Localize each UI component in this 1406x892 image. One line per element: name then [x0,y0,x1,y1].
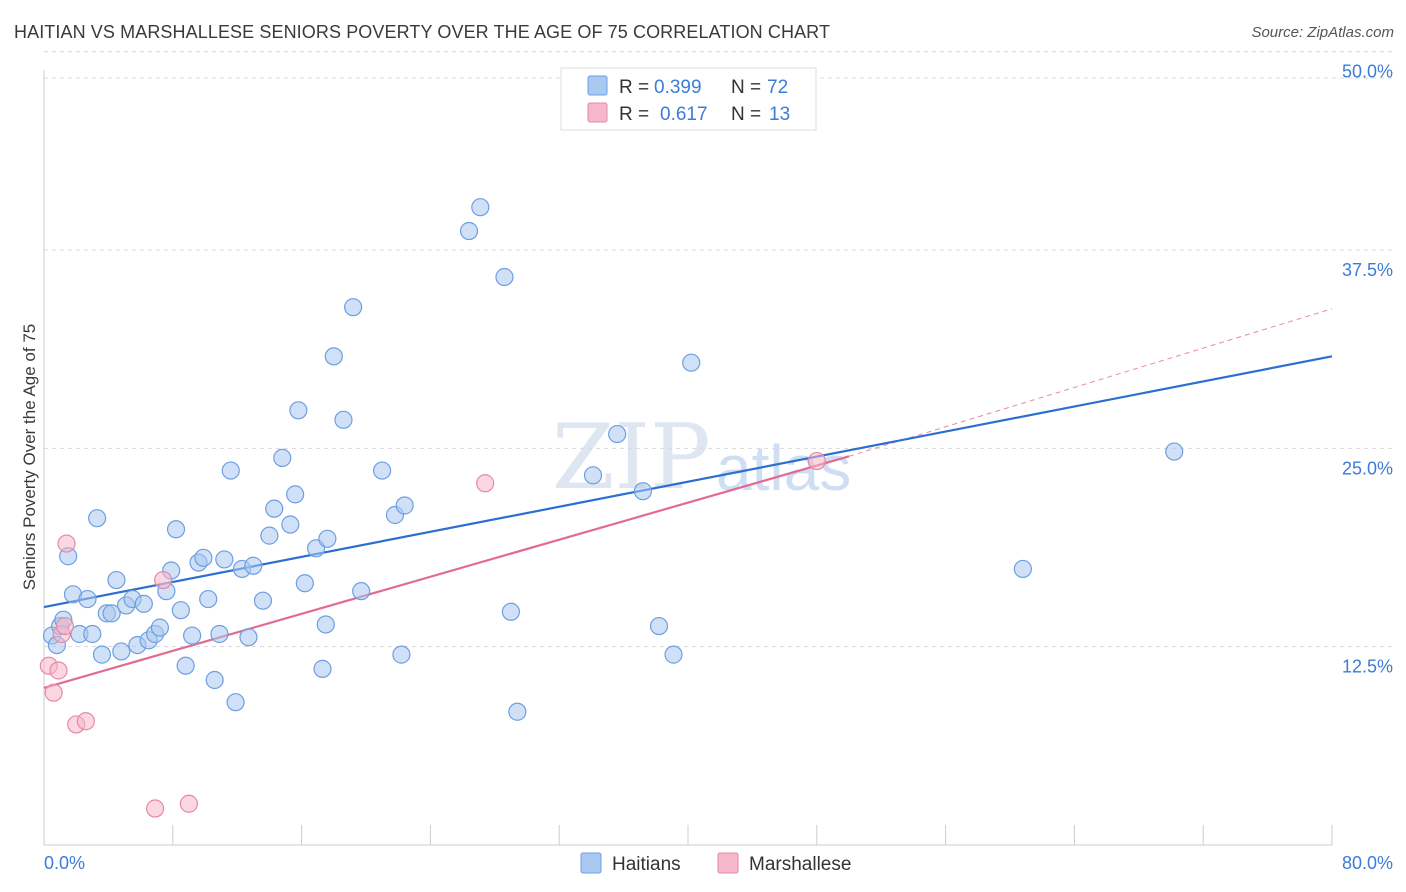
point-marshallese-7 [76,712,95,731]
point-haitians-65 [608,424,627,444]
point-marshallese-12 [807,451,826,471]
legend-n-label-1: N = [731,77,761,98]
point-haitians-45 [289,401,308,420]
point-haitians-27 [183,626,202,645]
legend-n-label-2: N = [731,104,761,125]
y-tick-label-0: 12.5% [1342,657,1393,677]
point-haitians-46 [295,574,314,593]
bottom-legend-label-haitians: Haitians [612,854,681,875]
legend-n-value-2: 13 [769,104,790,125]
point-haitians-40 [260,526,279,545]
point-haitians-12 [102,604,121,623]
point-haitians-21 [150,618,170,637]
legend-swatch-haitians [587,75,608,96]
bottom-legend-swatch-haitians [580,852,602,874]
watermark-zip: ZIP [552,405,711,510]
point-haitians-43 [281,515,300,534]
point-marshallese-8 [145,799,165,818]
legend-r-label-1: R = [619,77,649,98]
point-haitians-25 [171,601,190,620]
point-haitians-24 [166,520,186,539]
point-haitians-34 [221,461,240,480]
point-haitians-29 [194,548,213,567]
point-haitians-59 [459,221,479,241]
point-marshallese-9 [154,570,173,590]
point-haitians-42 [273,448,292,467]
point-haitians-64 [583,466,603,485]
point-haitians-70 [1013,559,1032,579]
point-haitians-55 [373,461,392,480]
point-haitians-50 [318,529,337,548]
bottom-legend-label-marshallese: Marshallese [749,854,851,875]
point-haitians-69 [682,353,701,372]
trend-line-marshallese [43,455,850,689]
point-marshallese-10 [179,794,198,813]
point-haitians-51 [324,347,343,366]
point-haitians-9 [88,509,107,528]
point-haitians-14 [112,642,131,661]
point-marshallese-5 [57,534,76,553]
legend-n-value-1: 72 [767,77,788,98]
point-haitians-44 [286,485,305,504]
legend-r-value-1: 0.399 [654,77,702,98]
point-haitians-35 [226,693,245,712]
chart-title: HAITIAN VS MARSHALLESE SENIORS POVERTY O… [14,22,831,42]
y-tick-label-2: 37.5% [1342,260,1393,280]
point-marshallese-11 [476,474,495,493]
x-tick-label-min: 0.0% [44,853,85,873]
point-haitians-39 [253,591,273,610]
source-label: Source: ZipAtlas.com [1251,24,1394,41]
y-tick-label-1: 25.0% [1342,458,1393,478]
point-haitians-18 [134,594,153,613]
point-haitians-10 [92,645,112,664]
point-marshallese-4 [55,616,75,636]
legend-swatch-marshallese [587,102,608,123]
point-haitians-63 [508,702,527,721]
point-haitians-49 [316,615,335,634]
series-legend: Haitians Marshallese [580,852,851,875]
point-haitians-37 [239,628,258,647]
point-haitians-52 [334,410,353,429]
point-haitians-38 [244,556,263,575]
point-haitians-54 [352,582,371,601]
point-haitians-71 [1165,442,1184,461]
point-haitians-62 [501,602,520,621]
point-haitians-66 [633,482,653,501]
point-haitians-48 [313,659,332,678]
point-haitians-13 [107,570,126,590]
watermark: ZIP atlas [552,405,851,510]
point-haitians-32 [210,624,229,644]
gridlines [44,51,1392,648]
trend-extension-marshallese [848,308,1333,457]
point-haitians-30 [199,589,218,609]
point-marshallese-1 [44,683,63,702]
x-tick-label-max: 80.0% [1342,853,1393,873]
point-haitians-68 [664,645,683,664]
point-haitians-61 [495,267,514,287]
point-haitians-60 [471,198,490,217]
point-haitians-41 [265,499,284,518]
legend-r-label-2: R = [619,104,649,125]
point-haitians-67 [649,616,669,636]
point-haitians-8 [83,624,102,644]
watermark-atlas: atlas [716,432,851,504]
y-tick-label-3: 50.0% [1342,62,1393,82]
correlation-legend: R = 0.399 N = 72 R = 0.617 N = 13 [560,67,817,131]
point-haitians-7 [78,589,97,609]
point-haitians-31 [205,670,224,690]
point-haitians-57 [392,645,411,664]
bottom-legend-swatch-marshallese [717,852,739,874]
y-axis-label: Seniors Poverty Over the Age of 75 [20,324,39,590]
y-tick-labels: 12.5% 25.0% 37.5% 50.0% [1342,62,1393,677]
point-haitians-33 [215,550,234,569]
point-marshallese-2 [49,661,68,680]
point-haitians-58 [395,496,414,515]
legend-r-value-2: 0.617 [660,104,708,125]
point-haitians-26 [176,656,195,675]
x-ticks [172,825,1333,845]
data-points [39,198,1184,818]
point-haitians-53 [344,298,363,317]
